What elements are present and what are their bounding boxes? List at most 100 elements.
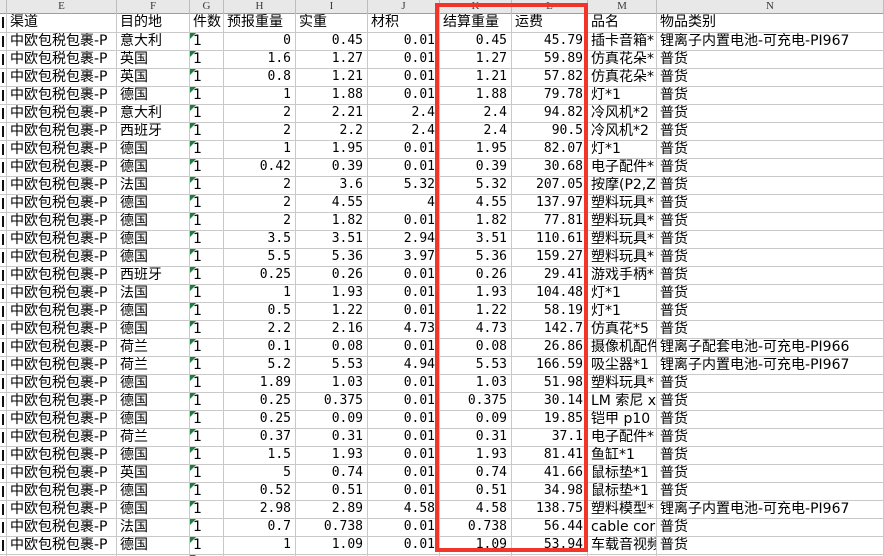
cell-i-row9[interactable]: 3.6 [296, 177, 368, 195]
cell-g-row23[interactable]: 1 [190, 429, 224, 447]
cell-i-row21[interactable]: 0.375 [296, 393, 368, 411]
cell-e-row10[interactable]: 中欧包税包裹-P [7, 195, 117, 213]
cell-m-row22[interactable]: 铠甲 p10 [588, 411, 657, 429]
cell-n-row14[interactable]: 普货 [657, 267, 884, 285]
cell-k-row1[interactable]: 0.45 [440, 33, 512, 51]
cell-l-row26[interactable]: 34.98 [512, 483, 588, 501]
cell-f-row11[interactable]: 德国 [117, 213, 190, 231]
cell-l-row16[interactable]: 58.19 [512, 303, 588, 321]
cell-l-row23[interactable]: 37.1 [512, 429, 588, 447]
cell-f-row27[interactable]: 德国 [117, 501, 190, 519]
cell-e-row1[interactable]: 中欧包税包裹-P [7, 33, 117, 51]
header-cell-I[interactable]: 实重 [296, 14, 368, 33]
header-cell-K[interactable]: 结算重量 [440, 14, 512, 33]
cell-e-row22[interactable]: 中欧包税包裹-P [7, 411, 117, 429]
cell-i-row3[interactable]: 1.21 [296, 69, 368, 87]
cell-i-row22[interactable]: 0.09 [296, 411, 368, 429]
cell-i-row1[interactable]: 0.45 [296, 33, 368, 51]
cell-e-row26[interactable]: 中欧包税包裹-P [7, 483, 117, 501]
cell-g-row26[interactable]: 1 [190, 483, 224, 501]
cell-f-row6[interactable]: 西班牙 [117, 123, 190, 141]
cell-g-row22[interactable]: 1 [190, 411, 224, 429]
cell-h-row10[interactable]: 2 [224, 195, 296, 213]
cell-l-row8[interactable]: 30.68 [512, 159, 588, 177]
cell-l-row19[interactable]: 166.59 [512, 357, 588, 375]
cell-e-row19[interactable]: 中欧包税包裹-P [7, 357, 117, 375]
column-letter-G[interactable]: G [190, 0, 224, 14]
cell-i-row16[interactable]: 1.22 [296, 303, 368, 321]
cell-g-row20[interactable]: 1 [190, 375, 224, 393]
cell-h-row15[interactable]: 1 [224, 285, 296, 303]
cell-k-row18[interactable]: 0.08 [440, 339, 512, 357]
cell-f-row25[interactable]: 英国 [117, 465, 190, 483]
cell-e-row25[interactable]: 中欧包税包裹-P [7, 465, 117, 483]
cell-i-row28[interactable]: 0.738 [296, 519, 368, 537]
cell-n-row6[interactable]: 普货 [657, 123, 884, 141]
cell-h-row23[interactable]: 0.37 [224, 429, 296, 447]
cell-k-row29[interactable]: 1.09 [440, 537, 512, 555]
cell-m-row7[interactable]: 灯*1 [588, 141, 657, 159]
cell-n-row5[interactable]: 普货 [657, 105, 884, 123]
cell-m-row9[interactable]: 按摩(P2,Z [588, 177, 657, 195]
cell-f-row20[interactable]: 德国 [117, 375, 190, 393]
cell-f-row17[interactable]: 德国 [117, 321, 190, 339]
cell-e-row3[interactable]: 中欧包税包裹-P [7, 69, 117, 87]
cell-k-row11[interactable]: 1.82 [440, 213, 512, 231]
cell-j-row27[interactable]: 4.58 [368, 501, 440, 519]
cell-k-row2[interactable]: 1.27 [440, 51, 512, 69]
cell-l-row18[interactable]: 26.86 [512, 339, 588, 357]
cell-g-row9[interactable]: 1 [190, 177, 224, 195]
cell-k-row23[interactable]: 0.31 [440, 429, 512, 447]
cell-j-row25[interactable]: 0.01 [368, 465, 440, 483]
cell-n-row21[interactable]: 普货 [657, 393, 884, 411]
cell-h-row21[interactable]: 0.25 [224, 393, 296, 411]
cell-g-row1[interactable]: 1 [190, 33, 224, 51]
cell-f-row26[interactable]: 德国 [117, 483, 190, 501]
cell-g-row17[interactable]: 1 [190, 321, 224, 339]
cell-m-row12[interactable]: 塑料玩具* [588, 231, 657, 249]
cell-h-row1[interactable]: 0 [224, 33, 296, 51]
cell-e-row16[interactable]: 中欧包税包裹-P [7, 303, 117, 321]
cell-h-row26[interactable]: 0.52 [224, 483, 296, 501]
cell-j-row7[interactable]: 0.01 [368, 141, 440, 159]
cell-f-row28[interactable]: 法国 [117, 519, 190, 537]
cell-l-row29[interactable]: 53.94 [512, 537, 588, 555]
header-cell-J[interactable]: 材积 [368, 14, 440, 33]
cell-g-row15[interactable]: 1 [190, 285, 224, 303]
cell-k-row9[interactable]: 5.32 [440, 177, 512, 195]
cell-n-row20[interactable]: 普货 [657, 375, 884, 393]
cell-l-row14[interactable]: 29.41 [512, 267, 588, 285]
cell-j-row10[interactable]: 4 [368, 195, 440, 213]
cell-j-row21[interactable]: 0.01 [368, 393, 440, 411]
cell-i-row2[interactable]: 1.27 [296, 51, 368, 69]
cell-i-row11[interactable]: 1.82 [296, 213, 368, 231]
cell-n-row1[interactable]: 锂离子内置电池-可充电-PI967 [657, 33, 884, 51]
cell-m-row24[interactable]: 鱼缸*1 [588, 447, 657, 465]
cell-e-row6[interactable]: 中欧包税包裹-P [7, 123, 117, 141]
cell-k-row28[interactable]: 0.738 [440, 519, 512, 537]
cell-i-row18[interactable]: 0.08 [296, 339, 368, 357]
cell-l-row4[interactable]: 79.78 [512, 87, 588, 105]
cell-k-row12[interactable]: 3.51 [440, 231, 512, 249]
header-cell-G[interactable]: 件数 [190, 14, 224, 33]
cell-h-row17[interactable]: 2.2 [224, 321, 296, 339]
cell-g-row2[interactable]: 1 [190, 51, 224, 69]
cell-e-row9[interactable]: 中欧包税包裹-P [7, 177, 117, 195]
cell-j-row14[interactable]: 0.01 [368, 267, 440, 285]
cell-h-row29[interactable]: 1 [224, 537, 296, 555]
cell-i-row7[interactable]: 1.95 [296, 141, 368, 159]
cell-m-row8[interactable]: 电子配件* [588, 159, 657, 177]
cell-h-row19[interactable]: 5.2 [224, 357, 296, 375]
cell-f-row3[interactable]: 英国 [117, 69, 190, 87]
cell-k-row10[interactable]: 4.55 [440, 195, 512, 213]
cell-j-row1[interactable]: 0.01 [368, 33, 440, 51]
cell-e-row20[interactable]: 中欧包税包裹-P [7, 375, 117, 393]
cell-m-row2[interactable]: 仿真花朵* [588, 51, 657, 69]
cell-i-row27[interactable]: 2.89 [296, 501, 368, 519]
cell-f-row23[interactable]: 荷兰 [117, 429, 190, 447]
cell-h-row11[interactable]: 2 [224, 213, 296, 231]
cell-h-row12[interactable]: 3.5 [224, 231, 296, 249]
column-letter-E[interactable]: E [7, 0, 117, 14]
cell-i-row14[interactable]: 0.26 [296, 267, 368, 285]
cell-l-row27[interactable]: 138.75 [512, 501, 588, 519]
